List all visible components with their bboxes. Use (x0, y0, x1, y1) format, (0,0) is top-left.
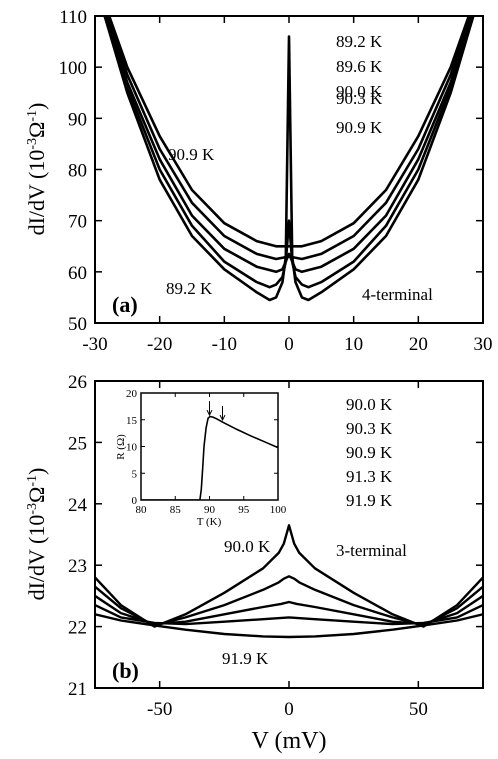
inset-y-tick-label: 15 (126, 415, 138, 427)
panel-a-x-tick-label: 10 (344, 334, 363, 355)
panel-b-legend-item-4: 91.3 K (346, 467, 393, 486)
panel-a-y-tick-label: 100 (59, 58, 88, 79)
panel-a-y-tick-label: 60 (68, 263, 87, 284)
panel-b-legend-item-2: 90.3 K (346, 419, 393, 438)
panel-a-annotation: 4-terminal (362, 285, 433, 304)
panel-a-curves (103, 16, 475, 302)
panel-b-series-line-5 (95, 613, 483, 639)
panel-a-x-tick-label: -20 (147, 334, 172, 355)
inset-x-axis-label: T (K) (197, 516, 222, 528)
inset-chart: 80 85 90 95 100 0 5 10 15 20 R (Ω) T (K) (115, 388, 287, 528)
panel-a-legend-item-2: 89.6 K (336, 57, 383, 76)
panel-b-legend-item-3: 90.9 K (346, 443, 393, 462)
panel-a-curve-label-bottom: 89.2 K (166, 279, 213, 298)
panel-b-curves (95, 524, 483, 639)
panel-a-x-tick-label: -10 (212, 334, 237, 355)
panel-a-legend-item-4: 90.3 K (336, 89, 383, 108)
panel-b-y-axis-label: dI/dV (10-3Ω-1) (24, 468, 49, 601)
panel-b-curve-label-bottom: 91.9 K (222, 649, 269, 668)
panel-b-y-tick-label: 21 (68, 679, 87, 700)
panel-a: -30 -20 -10 0 10 20 30 50 60 70 80 90 100 110 dI/dV (… (24, 7, 493, 355)
panel-b-series-line-2 (95, 575, 483, 627)
inset-x-tick-label: 90 (204, 504, 216, 516)
panel-a-x-tick-label: 30 (474, 334, 493, 355)
panel-b-y-tick-label: 22 (68, 618, 87, 639)
panel-a-label: (a) (112, 292, 138, 317)
panel-a-y-tick-label: 80 (68, 161, 87, 182)
panel-b-series-line-1 (95, 524, 483, 628)
panel-b-y-tick-label: 26 (68, 372, 87, 393)
panel-a-y-tick-label: 70 (68, 212, 87, 233)
panel-b-legend-item-5: 91.9 K (346, 491, 393, 510)
panel-a-x-tick-label: 20 (409, 334, 428, 355)
panel-a-series-line-4 (106, 16, 472, 261)
x-axis-label: V (mV) (252, 728, 327, 754)
panel-b-x-tick-label: 50 (409, 699, 428, 720)
panel-b-y-tick-label: 23 (68, 556, 87, 577)
panel-a-legend-item-1: 89.2 K (336, 32, 383, 51)
panel-a-y-axis-label: dI/dV (10-3Ω-1) (24, 103, 49, 236)
inset-x-tick-label: 85 (170, 504, 182, 516)
panel-a-legend-item-3: 90.0 K (336, 82, 383, 101)
panel-a-y-tick-label: 90 (68, 109, 87, 130)
inset-arrow-head-2 (219, 414, 226, 422)
panel-a-curve-label-top: 90.9 K (168, 145, 215, 164)
panel-a-x-tick-label: -30 (82, 334, 107, 355)
inset-curves (141, 401, 278, 500)
panel-b-curve-label-top: 90.0 K (224, 537, 271, 556)
inset-x-tick-label: 100 (270, 504, 287, 516)
panel-b-x-tick-label: 0 (284, 699, 294, 720)
inset-x-tick-label: 95 (238, 504, 250, 516)
panel-a-series-line-5 (107, 16, 471, 248)
inset-y-axis-label: R (Ω) (115, 434, 127, 460)
panel-b-label: (b) (112, 658, 139, 683)
inset-y-tick-label: 0 (132, 495, 138, 507)
panel-a-y-tick-label: 50 (68, 314, 87, 335)
panel-a-series-line-2 (103, 16, 475, 289)
panel-b-legend-item-1: 90.0 K (346, 395, 393, 414)
panel-b-series-line-3 (95, 594, 483, 626)
panel-b-x-tick-label: -50 (147, 699, 172, 720)
panel-a-series-line-1 (103, 16, 475, 302)
panel-b-annotation: 3-terminal (336, 541, 407, 560)
inset-series-line-1 (141, 415, 278, 500)
inset-x-tick-label: 80 (136, 504, 148, 516)
panel-a-series-line-3 (104, 16, 474, 274)
panel-b-y-tick-label: 24 (68, 495, 88, 516)
inset-y-tick-label: 10 (126, 442, 138, 454)
inset-y-tick-label: 20 (126, 388, 138, 400)
panel-a-ticks: -30 -20 -10 0 10 20 30 50 60 70 80 90 100 110 (59, 7, 493, 355)
panel-b-y-tick-label: 25 (68, 433, 87, 454)
inset-y-tick-label: 5 (132, 468, 138, 480)
inset-arrow-head-1 (206, 409, 213, 417)
panel-a-legend-item-5: 90.9 K (336, 118, 383, 137)
panel-a-y-tick-label: 110 (59, 7, 87, 28)
inset-ticks: 80 85 90 95 100 0 5 10 15 20 (126, 388, 287, 516)
panel-a-x-tick-label: 0 (284, 334, 294, 355)
panel-b-series-line-4 (95, 604, 483, 626)
